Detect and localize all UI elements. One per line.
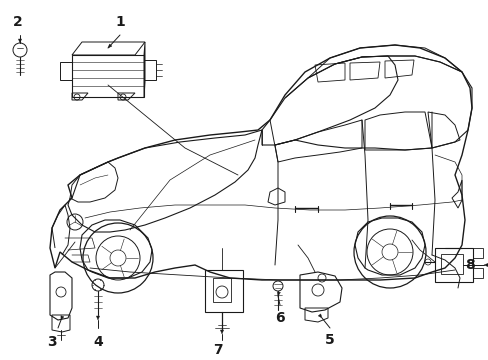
- Bar: [440, 254, 462, 274]
- Text: 1: 1: [115, 15, 124, 29]
- Polygon shape: [108, 44, 112, 48]
- Bar: [143, 60, 156, 80]
- Bar: [60, 62, 72, 80]
- Bar: [213, 278, 230, 302]
- Polygon shape: [318, 314, 321, 318]
- Bar: [472, 268, 482, 278]
- Polygon shape: [220, 330, 223, 334]
- Bar: [434, 248, 472, 282]
- Text: 6: 6: [275, 311, 284, 325]
- Polygon shape: [277, 292, 280, 296]
- Bar: [204, 270, 243, 312]
- Bar: [72, 55, 143, 97]
- Polygon shape: [61, 316, 64, 320]
- Text: 7: 7: [213, 343, 223, 357]
- Text: 8: 8: [464, 258, 474, 272]
- Text: 3: 3: [47, 335, 57, 349]
- Polygon shape: [96, 316, 100, 320]
- Bar: [472, 248, 482, 258]
- Polygon shape: [19, 39, 21, 43]
- Text: 2: 2: [13, 15, 23, 29]
- Text: 4: 4: [93, 335, 102, 349]
- Text: 5: 5: [325, 333, 334, 347]
- Polygon shape: [483, 264, 487, 267]
